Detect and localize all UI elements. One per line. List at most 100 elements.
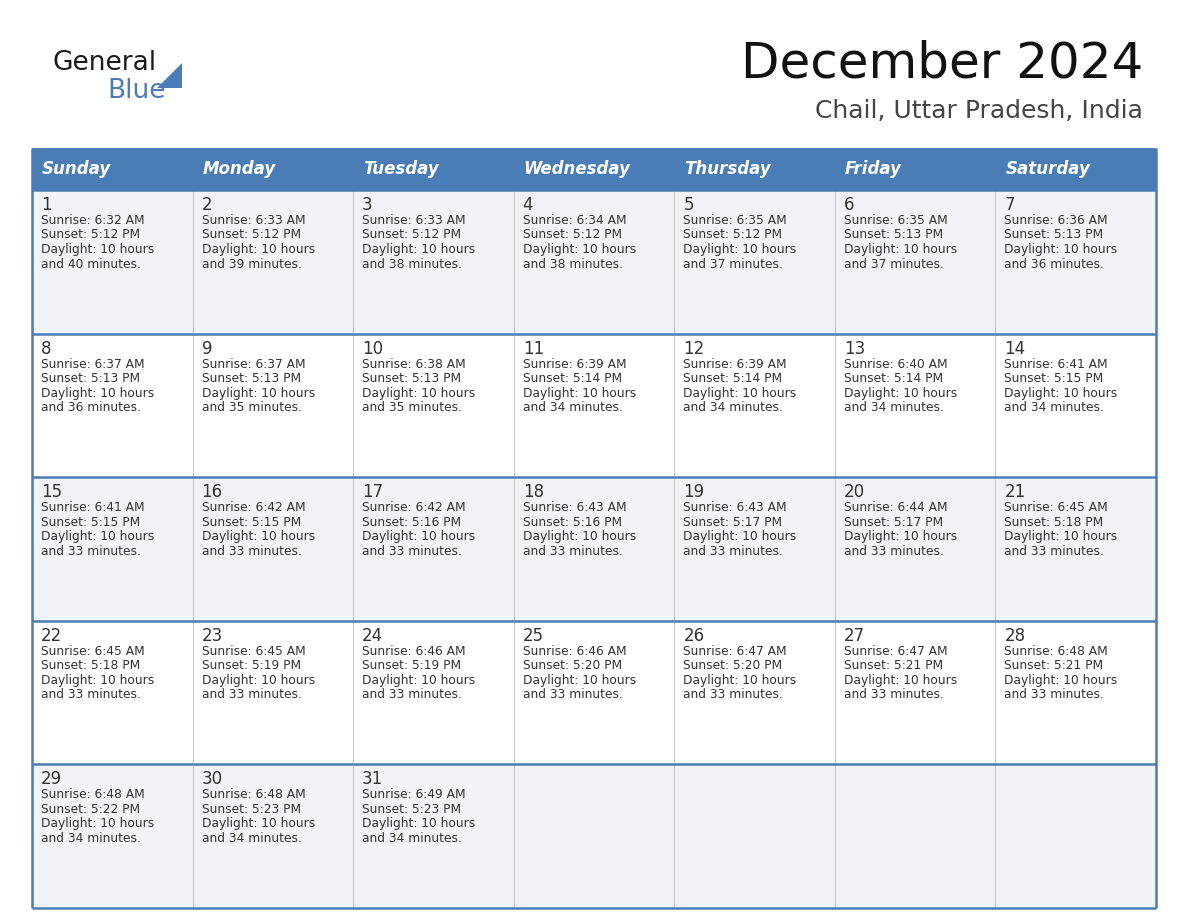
Text: Sunrise: 6:37 AM: Sunrise: 6:37 AM [42, 358, 145, 371]
Text: Sunset: 5:18 PM: Sunset: 5:18 PM [1004, 516, 1104, 529]
Text: Blue: Blue [107, 78, 165, 104]
Text: 28: 28 [1004, 627, 1025, 644]
Text: Sunset: 5:12 PM: Sunset: 5:12 PM [683, 229, 783, 241]
Text: Sunset: 5:13 PM: Sunset: 5:13 PM [1004, 229, 1104, 241]
Text: Monday: Monday [203, 160, 276, 178]
Text: Daylight: 10 hours: Daylight: 10 hours [523, 386, 636, 399]
Text: and 34 minutes.: and 34 minutes. [843, 401, 943, 414]
Text: Sunrise: 6:49 AM: Sunrise: 6:49 AM [362, 789, 466, 801]
Text: Sunrise: 6:43 AM: Sunrise: 6:43 AM [683, 501, 786, 514]
Text: Daylight: 10 hours: Daylight: 10 hours [42, 674, 154, 687]
Text: Sunrise: 6:39 AM: Sunrise: 6:39 AM [683, 358, 786, 371]
Text: Sunset: 5:21 PM: Sunset: 5:21 PM [843, 659, 943, 672]
Text: Sunrise: 6:48 AM: Sunrise: 6:48 AM [1004, 644, 1108, 658]
Text: Tuesday: Tuesday [364, 160, 438, 178]
Text: 1: 1 [42, 196, 51, 214]
Text: Sunset: 5:23 PM: Sunset: 5:23 PM [362, 803, 461, 816]
Text: and 34 minutes.: and 34 minutes. [362, 832, 462, 845]
Bar [32, 765, 1156, 908]
Text: and 33 minutes.: and 33 minutes. [523, 544, 623, 558]
Text: Sunset: 5:20 PM: Sunset: 5:20 PM [683, 659, 783, 672]
Text: Sunset: 5:14 PM: Sunset: 5:14 PM [843, 372, 943, 385]
Bar [32, 621, 1156, 765]
Text: Sunset: 5:15 PM: Sunset: 5:15 PM [202, 516, 301, 529]
Text: Sunset: 5:19 PM: Sunset: 5:19 PM [202, 659, 301, 672]
Text: Sunrise: 6:47 AM: Sunrise: 6:47 AM [683, 644, 786, 658]
Text: 23: 23 [202, 627, 223, 644]
Text: Daylight: 10 hours: Daylight: 10 hours [362, 674, 475, 687]
Text: and 36 minutes.: and 36 minutes. [1004, 258, 1105, 271]
Text: 27: 27 [843, 627, 865, 644]
Text: and 35 minutes.: and 35 minutes. [202, 401, 302, 414]
Text: General: General [52, 50, 156, 76]
Text: Daylight: 10 hours: Daylight: 10 hours [523, 243, 636, 256]
Text: 18: 18 [523, 483, 544, 501]
Text: and 33 minutes.: and 33 minutes. [362, 544, 462, 558]
Text: Daylight: 10 hours: Daylight: 10 hours [362, 817, 475, 831]
Text: Daylight: 10 hours: Daylight: 10 hours [202, 243, 315, 256]
Text: and 36 minutes.: and 36 minutes. [42, 401, 141, 414]
Text: Daylight: 10 hours: Daylight: 10 hours [683, 386, 796, 399]
Text: 25: 25 [523, 627, 544, 644]
Bar [32, 477, 1156, 621]
Text: Sunrise: 6:48 AM: Sunrise: 6:48 AM [202, 789, 305, 801]
Text: Sunrise: 6:46 AM: Sunrise: 6:46 AM [523, 644, 626, 658]
Text: and 40 minutes.: and 40 minutes. [42, 258, 141, 271]
Text: Daylight: 10 hours: Daylight: 10 hours [202, 817, 315, 831]
Text: Daylight: 10 hours: Daylight: 10 hours [1004, 243, 1118, 256]
Text: Daylight: 10 hours: Daylight: 10 hours [523, 531, 636, 543]
Text: 7: 7 [1004, 196, 1015, 214]
Text: Sunset: 5:20 PM: Sunset: 5:20 PM [523, 659, 621, 672]
Text: and 34 minutes.: and 34 minutes. [1004, 401, 1105, 414]
Text: and 37 minutes.: and 37 minutes. [683, 258, 783, 271]
Text: Daylight: 10 hours: Daylight: 10 hours [683, 531, 796, 543]
Text: December 2024: December 2024 [741, 40, 1143, 88]
Text: Sunrise: 6:45 AM: Sunrise: 6:45 AM [202, 644, 305, 658]
Text: and 34 minutes.: and 34 minutes. [42, 832, 141, 845]
Text: and 38 minutes.: and 38 minutes. [362, 258, 462, 271]
Text: Sunset: 5:14 PM: Sunset: 5:14 PM [683, 372, 783, 385]
Text: and 33 minutes.: and 33 minutes. [202, 688, 302, 701]
Text: 6: 6 [843, 196, 854, 214]
Text: and 33 minutes.: and 33 minutes. [523, 688, 623, 701]
Text: and 33 minutes.: and 33 minutes. [42, 688, 141, 701]
Text: and 33 minutes.: and 33 minutes. [843, 544, 943, 558]
Text: 20: 20 [843, 483, 865, 501]
Text: Sunset: 5:13 PM: Sunset: 5:13 PM [843, 229, 943, 241]
Text: Sunset: 5:15 PM: Sunset: 5:15 PM [42, 516, 140, 529]
Text: 16: 16 [202, 483, 222, 501]
Text: Sunrise: 6:34 AM: Sunrise: 6:34 AM [523, 214, 626, 227]
Text: Sunrise: 6:40 AM: Sunrise: 6:40 AM [843, 358, 948, 371]
Text: Sunrise: 6:35 AM: Sunrise: 6:35 AM [843, 214, 948, 227]
Text: Sunrise: 6:47 AM: Sunrise: 6:47 AM [843, 644, 948, 658]
Text: 17: 17 [362, 483, 384, 501]
Text: 26: 26 [683, 627, 704, 644]
Text: Daylight: 10 hours: Daylight: 10 hours [42, 817, 154, 831]
Text: and 37 minutes.: and 37 minutes. [843, 258, 943, 271]
Text: Daylight: 10 hours: Daylight: 10 hours [683, 674, 796, 687]
Text: 11: 11 [523, 340, 544, 358]
Text: Sunrise: 6:37 AM: Sunrise: 6:37 AM [202, 358, 305, 371]
Text: 12: 12 [683, 340, 704, 358]
Text: and 34 minutes.: and 34 minutes. [202, 832, 302, 845]
Text: 3: 3 [362, 196, 373, 214]
Text: Sunrise: 6:41 AM: Sunrise: 6:41 AM [1004, 358, 1108, 371]
Text: Sunset: 5:17 PM: Sunset: 5:17 PM [843, 516, 943, 529]
Text: Sunrise: 6:43 AM: Sunrise: 6:43 AM [523, 501, 626, 514]
Text: and 33 minutes.: and 33 minutes. [683, 688, 783, 701]
Text: 4: 4 [523, 196, 533, 214]
Text: Saturday: Saturday [1005, 160, 1091, 178]
Text: Sunset: 5:13 PM: Sunset: 5:13 PM [42, 372, 140, 385]
Text: Daylight: 10 hours: Daylight: 10 hours [843, 674, 958, 687]
Text: Daylight: 10 hours: Daylight: 10 hours [362, 243, 475, 256]
Text: Sunrise: 6:33 AM: Sunrise: 6:33 AM [202, 214, 305, 227]
Text: Daylight: 10 hours: Daylight: 10 hours [362, 531, 475, 543]
Text: Chail, Uttar Pradesh, India: Chail, Uttar Pradesh, India [815, 99, 1143, 123]
Text: Sunrise: 6:42 AM: Sunrise: 6:42 AM [362, 501, 466, 514]
Text: Sunrise: 6:39 AM: Sunrise: 6:39 AM [523, 358, 626, 371]
Text: 10: 10 [362, 340, 384, 358]
Text: Sunset: 5:13 PM: Sunset: 5:13 PM [362, 372, 461, 385]
Text: Friday: Friday [845, 160, 902, 178]
Text: and 33 minutes.: and 33 minutes. [683, 544, 783, 558]
Bar [32, 148, 1156, 190]
